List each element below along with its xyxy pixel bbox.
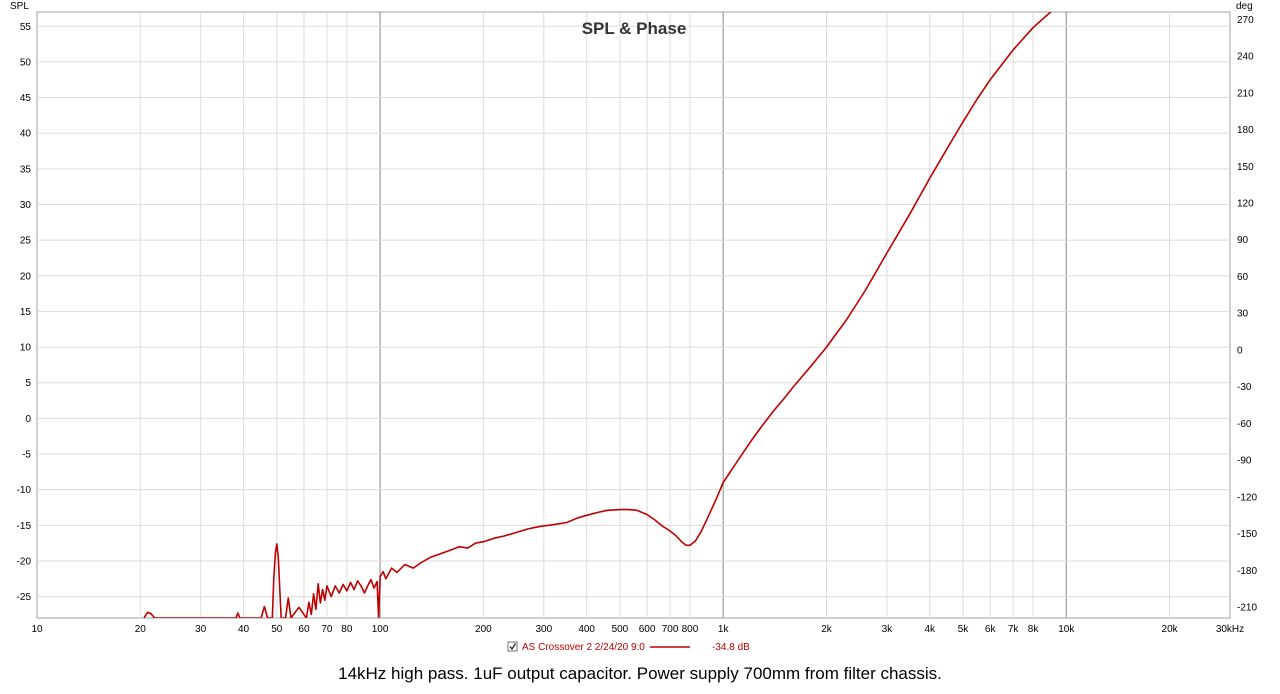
legend-value: -34.8 dB	[712, 642, 750, 653]
y-tick-label: 50	[20, 57, 32, 68]
x-tick-label: 5k	[958, 624, 970, 635]
x-tick-label: 20k	[1162, 624, 1179, 635]
x-tick-label: 700	[662, 624, 679, 635]
series-lines	[143, 12, 1052, 618]
x-tick-label: 60	[298, 624, 310, 635]
y2-tick-label: 210	[1237, 88, 1254, 99]
x-tick-label: 30kHz	[1216, 624, 1244, 635]
x-tick-label: 10k	[1058, 624, 1075, 635]
figure-caption: 14kHz high pass. 1uF output capacitor. P…	[338, 664, 942, 683]
y-tick-label: 15	[20, 307, 32, 318]
y-tick-label: 35	[20, 164, 32, 175]
y-tick-label: -25	[17, 592, 32, 603]
y2-tick-label: 30	[1237, 309, 1249, 320]
y2-tick-label: -120	[1237, 492, 1257, 503]
x-tick-label: 100	[372, 624, 389, 635]
y-tick-label: 30	[20, 200, 32, 211]
x-tick-label: 3k	[882, 624, 894, 635]
y2-tick-label: -210	[1237, 602, 1257, 613]
check-icon	[509, 643, 517, 651]
x-tick-label: 80	[341, 624, 353, 635]
spl-series-line	[143, 12, 1052, 618]
plot-area	[36, 11, 1231, 619]
x-tick-label: 400	[578, 624, 595, 635]
y2-axis-label: deg	[1236, 1, 1253, 12]
legend-series-name: AS Crossover 2 2/24/20 9:0	[522, 642, 645, 653]
y-tick-label: 40	[20, 129, 32, 140]
x-tick-label: 6k	[985, 624, 997, 635]
x-tick-label: 800	[682, 624, 699, 635]
y-tick-label: 10	[20, 343, 32, 354]
x-tick-label: 600	[639, 624, 656, 635]
x-tick-label: 20	[135, 624, 147, 635]
y2-tick-label: -180	[1237, 566, 1257, 577]
y2-tick-label: 180	[1237, 125, 1254, 136]
legend: AS Crossover 2 2/24/20 9:0 -34.8 dB	[507, 641, 750, 653]
y2-tick-label: 60	[1237, 272, 1249, 283]
y-tick-label: -15	[17, 521, 32, 532]
y-tick-label: 55	[20, 22, 32, 33]
x-tick-label: 10	[31, 624, 43, 635]
legend-checkbox[interactable]	[507, 641, 518, 652]
x-tick-label: 200	[475, 624, 492, 635]
y2-tick-label: 150	[1237, 162, 1254, 173]
x-tick-label: 40	[238, 624, 250, 635]
y-tick-label: -20	[17, 556, 32, 567]
x-tick-label: 30	[195, 624, 207, 635]
x-tick-label: 300	[535, 624, 552, 635]
y-axis-label: SPL	[10, 1, 29, 12]
x-tick-label: 1k	[718, 624, 730, 635]
grid	[37, 12, 1230, 618]
y2-tick-label: 270	[1237, 15, 1254, 26]
y-tick-label: 20	[20, 271, 32, 282]
x-tick-label: 7k	[1008, 624, 1020, 635]
x-tick-label: 8k	[1028, 624, 1040, 635]
y-tick-label: -5	[22, 450, 31, 461]
y2-tick-label: -60	[1237, 419, 1252, 430]
y2-tick-label: 90	[1237, 235, 1249, 246]
x-tick-label: 70	[321, 624, 333, 635]
y-tick-label: -10	[17, 485, 32, 496]
y2-tick-label: 0	[1237, 345, 1243, 356]
chart-title: SPL & Phase	[582, 19, 687, 38]
x-tick-label: 50	[271, 624, 283, 635]
y-tick-label: 5	[25, 378, 31, 389]
tick-labels: 10 20 30 40 50 60 70 80 100 200 300 400 500 600 700 800…	[17, 15, 1258, 635]
y-tick-label: 0	[25, 414, 31, 425]
x-tick-label: 4k	[924, 624, 936, 635]
x-tick-label: 500	[612, 624, 629, 635]
y2-tick-label: -90	[1237, 456, 1252, 467]
x-tick-label: 2k	[821, 624, 833, 635]
y-tick-label: 45	[20, 93, 32, 104]
y2-tick-label: -150	[1237, 529, 1257, 540]
y2-tick-label: 240	[1237, 52, 1254, 63]
y2-tick-label: 120	[1237, 198, 1254, 209]
spl-phase-chart: 10 20 30 40 50 60 70 80 100 200 300 400 500 600 700 800…	[10, 1, 1258, 653]
y-tick-label: 25	[20, 236, 32, 247]
y2-tick-label: -30	[1237, 382, 1252, 393]
